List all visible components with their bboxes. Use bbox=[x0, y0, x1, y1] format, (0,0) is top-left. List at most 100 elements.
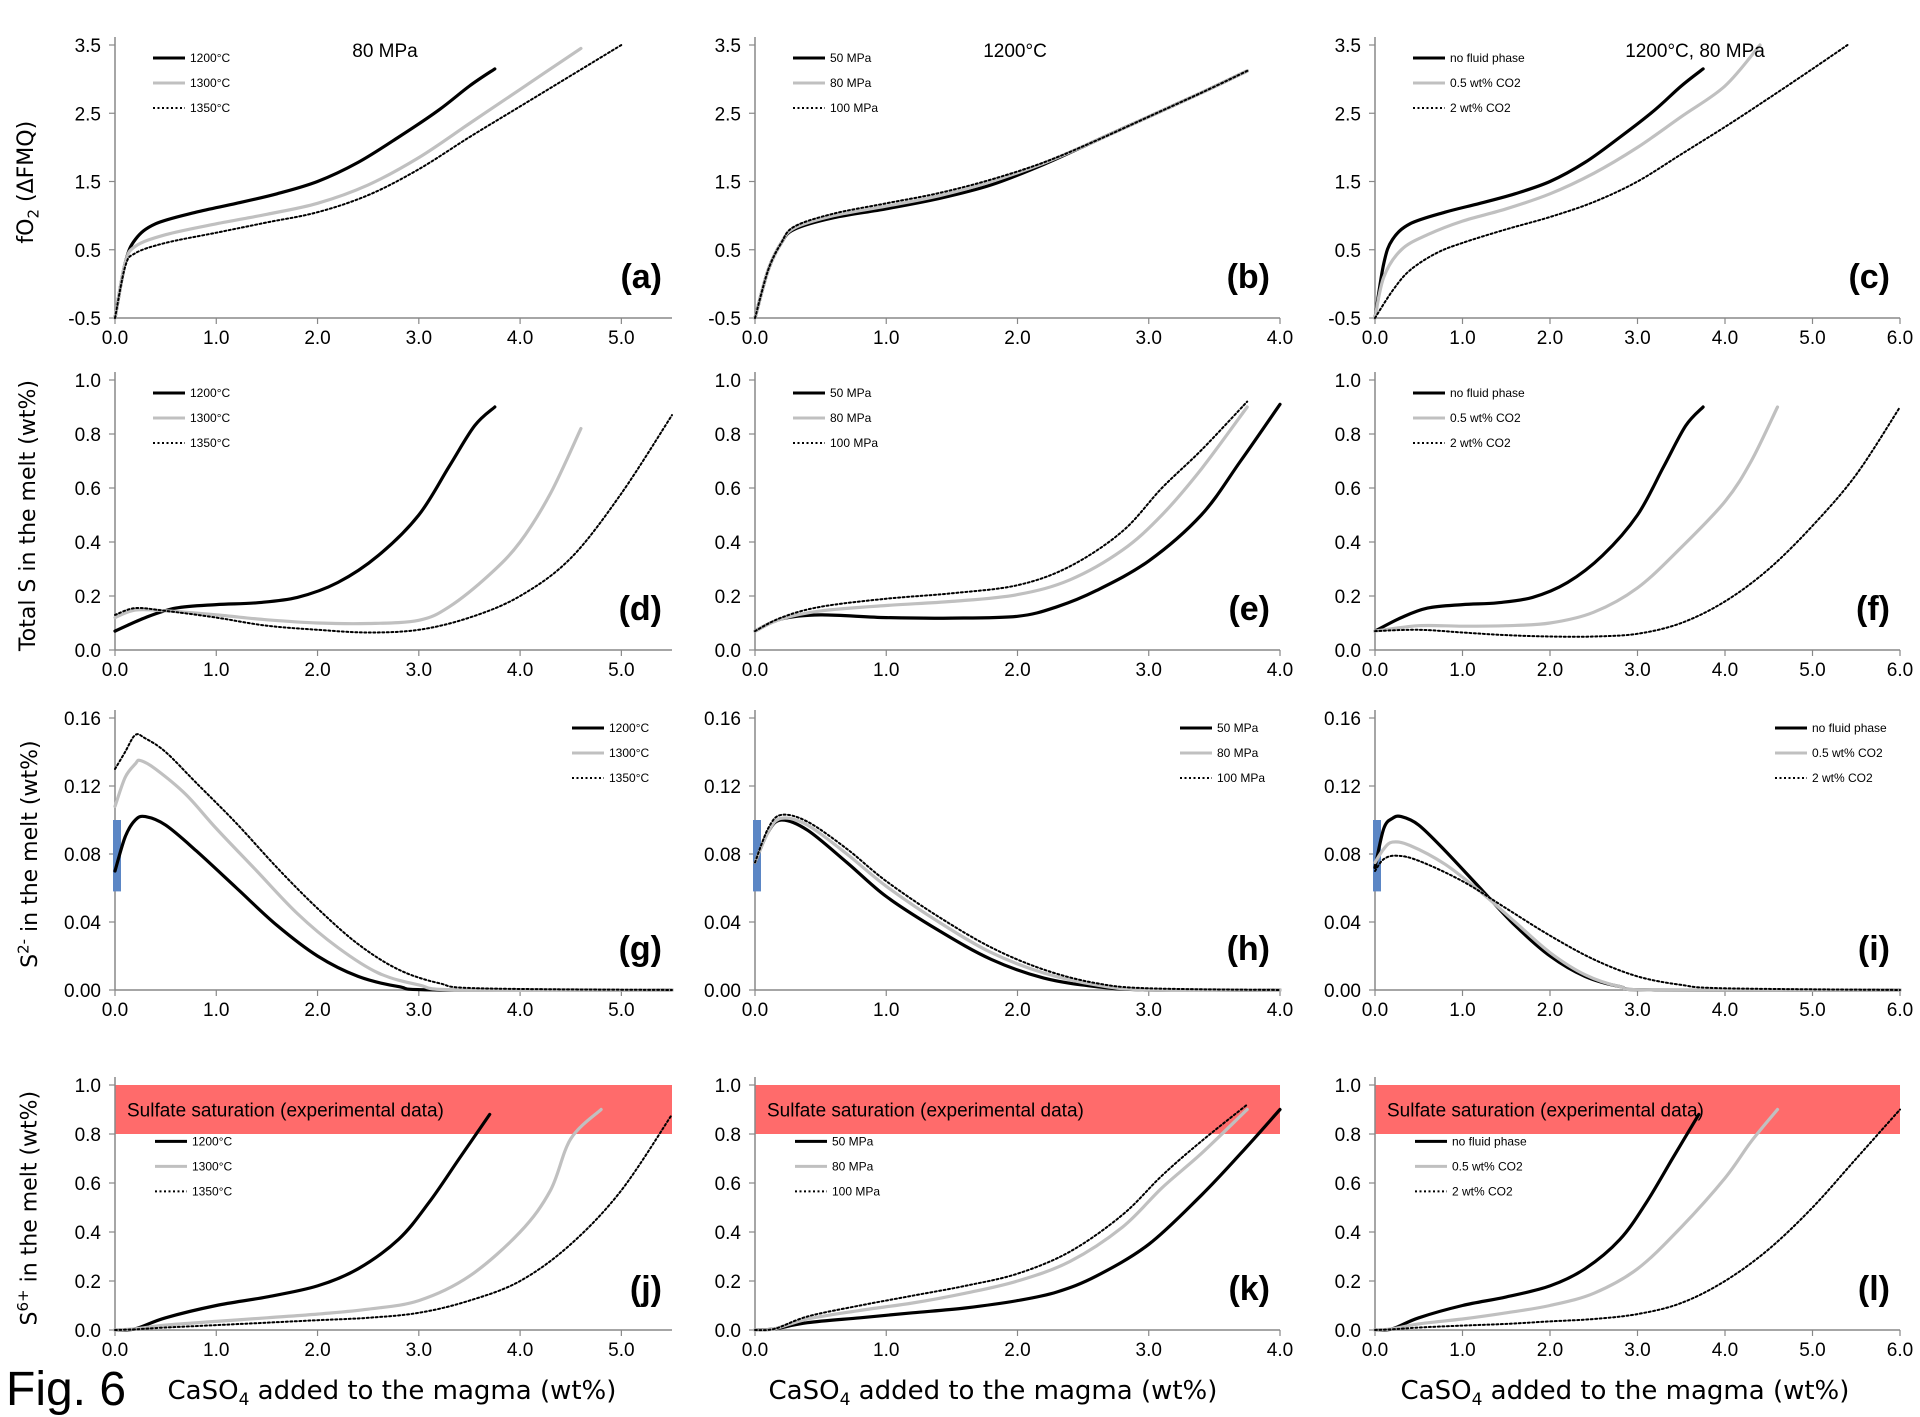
y-tick-label: 0.5 bbox=[1335, 241, 1361, 262]
legend-label: 50 MPa bbox=[1217, 721, 1259, 735]
x-tick-label: 6.0 bbox=[1887, 660, 1913, 681]
column-xlabel: CaSO4 added to the magma (wt%) bbox=[768, 1376, 1218, 1411]
series-line-gray bbox=[753, 1107, 1249, 1332]
legend-label: 1200°C bbox=[609, 721, 649, 735]
column-xlabel: CaSO4 added to the magma (wt%) bbox=[1400, 1376, 1850, 1411]
x-tick-label: 0.0 bbox=[1362, 328, 1388, 349]
y-tick-label: 3.5 bbox=[75, 36, 101, 57]
y-tick-label: 0.08 bbox=[704, 845, 741, 866]
x-tick-label: 3.0 bbox=[1624, 328, 1650, 349]
legend-label: 1300°C bbox=[190, 76, 230, 90]
panel-title: 1200°C, 80 MPa bbox=[1625, 41, 1765, 62]
sulfate-saturation-band bbox=[755, 1085, 1280, 1134]
y-tick-label: 0.16 bbox=[704, 709, 741, 730]
legend-label: 100 MPa bbox=[832, 1184, 880, 1198]
y-tick-label: 0.6 bbox=[715, 1174, 741, 1195]
x-tick-label: 5.0 bbox=[1799, 1340, 1825, 1361]
y-tick-label: 0.16 bbox=[1324, 709, 1361, 730]
x-tick-label: 3.0 bbox=[406, 328, 432, 349]
x-tick-label: 0.0 bbox=[102, 1340, 128, 1361]
series-line-gray bbox=[1373, 840, 1902, 992]
panel-k: Sulfate saturation (experimental data) 0.… bbox=[715, 1076, 1294, 1361]
series-line-black bbox=[113, 67, 497, 320]
x-tick-label: 3.0 bbox=[1136, 1000, 1162, 1021]
x-tick-label: 0.0 bbox=[742, 1340, 768, 1361]
column-xlabel: CaSO4 added to the magma (wt%) bbox=[167, 1376, 617, 1411]
panel-letter: (h) bbox=[1227, 930, 1270, 968]
series-line-dotted bbox=[754, 1103, 1249, 1332]
x-tick-label: 0.0 bbox=[102, 328, 128, 349]
y-tick-label: 0.2 bbox=[75, 587, 101, 608]
sulfate-saturation-band bbox=[115, 1085, 672, 1134]
x-tick-label: 4.0 bbox=[1712, 660, 1738, 681]
series-line-dotted bbox=[114, 733, 673, 991]
x-tick-label: 1.0 bbox=[1449, 660, 1475, 681]
x-tick-label: 4.0 bbox=[1267, 328, 1293, 349]
y-tick-label: 0.00 bbox=[64, 981, 101, 1002]
panel-letter: (i) bbox=[1858, 930, 1890, 968]
series-line-dotted bbox=[1374, 1108, 1901, 1331]
x-tick-label: 0.0 bbox=[102, 660, 128, 681]
row-ylabel: Total S in the melt (wt%) bbox=[15, 379, 41, 651]
y-tick-label: 0.6 bbox=[1335, 479, 1361, 500]
series-line-gray bbox=[113, 427, 583, 626]
legend-label: 50 MPa bbox=[832, 1134, 874, 1148]
y-tick-label: 0.8 bbox=[1335, 1125, 1361, 1146]
y-tick-label: 0.8 bbox=[75, 425, 101, 446]
series-line-gray bbox=[1373, 1107, 1780, 1332]
x-tick-label: 4.0 bbox=[1712, 328, 1738, 349]
legend-label: 0.5 wt% CO2 bbox=[1450, 76, 1521, 90]
series-line-dotted bbox=[1374, 854, 1901, 991]
legend-label: no fluid phase bbox=[1812, 721, 1887, 735]
y-tick-label: 0.04 bbox=[64, 913, 101, 934]
x-tick-label: 3.0 bbox=[1624, 660, 1650, 681]
y-tick-label: 0.08 bbox=[1324, 845, 1361, 866]
x-tick-label: 1.0 bbox=[1449, 328, 1475, 349]
x-tick-label: 2.0 bbox=[1537, 660, 1563, 681]
panel-title: 80 MPa bbox=[352, 41, 418, 62]
legend-label: 1200°C bbox=[190, 51, 230, 65]
series-line-gray bbox=[1373, 405, 1780, 633]
x-tick-label: 5.0 bbox=[1799, 660, 1825, 681]
x-tick-label: 2.0 bbox=[1537, 328, 1563, 349]
y-tick-label: 0.5 bbox=[75, 241, 101, 262]
panel-letter: (j) bbox=[630, 1270, 662, 1308]
x-tick-label: 5.0 bbox=[608, 1340, 634, 1361]
y-tick-label: 0.08 bbox=[64, 845, 101, 866]
legend-label: 80 MPa bbox=[832, 1159, 874, 1173]
x-tick-label: 1.0 bbox=[873, 660, 899, 681]
y-tick-label: 0.4 bbox=[715, 1223, 742, 1244]
series-line-black bbox=[1373, 405, 1705, 633]
legend-label: 2 wt% CO2 bbox=[1452, 1184, 1513, 1198]
x-tick-label: 3.0 bbox=[1136, 660, 1162, 681]
y-tick-label: 1.0 bbox=[715, 371, 741, 392]
series-line-black bbox=[753, 69, 1249, 320]
series-line-dotted bbox=[114, 414, 673, 634]
panel-b: -0.5 0.5 1.5 2.5 3.5 0.0 1.0 2.0 3.0 4.0 50 MPa 80 … bbox=[708, 36, 1293, 349]
panel-letter: (a) bbox=[620, 258, 662, 296]
panel-title: 1200°C bbox=[983, 41, 1047, 62]
range-bar bbox=[113, 820, 121, 892]
series-line-black bbox=[753, 402, 1282, 633]
y-tick-label: 0.00 bbox=[1324, 981, 1361, 1002]
y-tick-label: 1.0 bbox=[75, 371, 101, 392]
x-tick-label: 0.0 bbox=[1362, 1340, 1388, 1361]
x-tick-label: 2.0 bbox=[304, 660, 330, 681]
x-tick-label: 2.0 bbox=[304, 328, 330, 349]
legend-label: 1200°C bbox=[192, 1134, 232, 1148]
y-tick-label: 1.5 bbox=[75, 173, 101, 194]
y-tick-label: 3.5 bbox=[1335, 36, 1361, 57]
series-line-gray bbox=[1373, 43, 1762, 320]
series-line-dotted bbox=[114, 1113, 673, 1331]
y-tick-label: 0.2 bbox=[715, 1272, 741, 1293]
panel-letter: (d) bbox=[619, 590, 662, 628]
x-tick-label: 6.0 bbox=[1887, 328, 1913, 349]
legend-label: 1350°C bbox=[190, 436, 230, 450]
series-line-black bbox=[753, 1107, 1282, 1332]
x-tick-label: 4.0 bbox=[507, 1340, 533, 1361]
y-tick-label: 0.04 bbox=[1324, 913, 1361, 934]
band-label: Sulfate saturation (experimental data) bbox=[1387, 1101, 1704, 1122]
x-tick-label: 3.0 bbox=[1136, 328, 1162, 349]
x-tick-label: 1.0 bbox=[1449, 1000, 1475, 1021]
legend-label: 1200°C bbox=[190, 386, 230, 400]
